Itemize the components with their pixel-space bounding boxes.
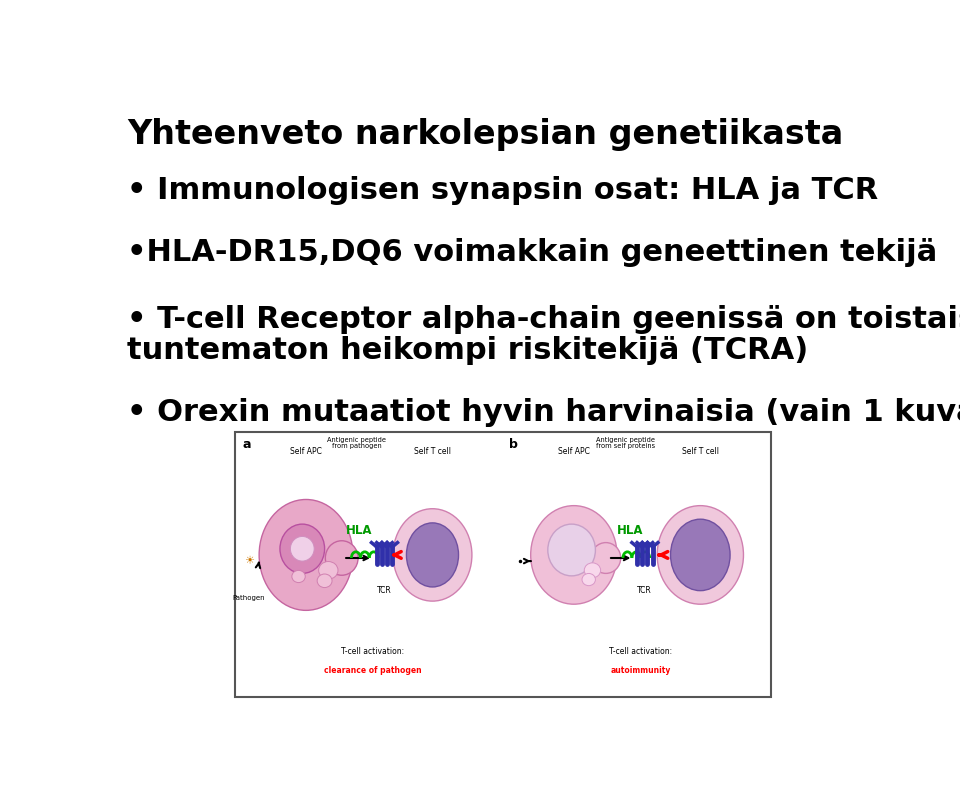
- Text: HLA: HLA: [617, 524, 643, 537]
- Ellipse shape: [280, 524, 324, 574]
- Text: Self APC: Self APC: [558, 447, 589, 456]
- Ellipse shape: [290, 537, 314, 561]
- Text: TCR: TCR: [376, 586, 392, 594]
- Text: •HLA-DR15,DQ6 voimakkain geneettinen tekijä: •HLA-DR15,DQ6 voimakkain geneettinen tek…: [128, 238, 938, 266]
- Ellipse shape: [406, 523, 459, 587]
- FancyBboxPatch shape: [235, 432, 771, 697]
- Ellipse shape: [658, 506, 743, 604]
- Ellipse shape: [582, 574, 595, 586]
- Text: TCR: TCR: [637, 586, 652, 594]
- Text: a: a: [243, 438, 252, 451]
- Text: tuntematon heikompi riskitekijä (TCRA): tuntematon heikompi riskitekijä (TCRA): [128, 336, 808, 366]
- Ellipse shape: [393, 509, 472, 601]
- Ellipse shape: [319, 562, 338, 579]
- Text: Yhteenveto narkolepsian genetiikasta: Yhteenveto narkolepsian genetiikasta: [128, 118, 844, 150]
- Text: clearance of pathogen: clearance of pathogen: [324, 666, 421, 675]
- Text: Self APC: Self APC: [290, 447, 322, 456]
- Ellipse shape: [292, 570, 305, 582]
- Ellipse shape: [325, 541, 358, 575]
- Text: autoimmunity: autoimmunity: [611, 666, 671, 675]
- Ellipse shape: [548, 524, 595, 576]
- Text: Antigenic peptide
from pathogen: Antigenic peptide from pathogen: [327, 437, 386, 449]
- Ellipse shape: [531, 506, 617, 604]
- Ellipse shape: [317, 574, 332, 587]
- Text: ☀: ☀: [244, 556, 253, 566]
- Ellipse shape: [585, 563, 601, 578]
- Text: Pathogen: Pathogen: [232, 595, 265, 601]
- Ellipse shape: [591, 542, 621, 574]
- Text: b: b: [509, 438, 518, 451]
- Text: Self T cell: Self T cell: [682, 447, 719, 456]
- Text: Antigenic peptide
from self proteins: Antigenic peptide from self proteins: [596, 437, 656, 449]
- Text: Self T cell: Self T cell: [414, 447, 451, 456]
- Text: • Immunologisen synapsin osat: HLA ja TCR: • Immunologisen synapsin osat: HLA ja TC…: [128, 176, 878, 205]
- Text: • T-cell Receptor alpha-chain geenissä on toistaiseksi: • T-cell Receptor alpha-chain geenissä o…: [128, 306, 960, 334]
- Ellipse shape: [670, 519, 731, 590]
- Text: T-cell activation:: T-cell activation:: [610, 647, 672, 656]
- Ellipse shape: [259, 499, 353, 610]
- Text: • Orexin mutaatiot hyvin harvinaisia (vain 1 kuvattu): • Orexin mutaatiot hyvin harvinaisia (va…: [128, 398, 960, 427]
- Text: T-cell activation:: T-cell activation:: [342, 647, 404, 656]
- Text: HLA: HLA: [346, 524, 372, 537]
